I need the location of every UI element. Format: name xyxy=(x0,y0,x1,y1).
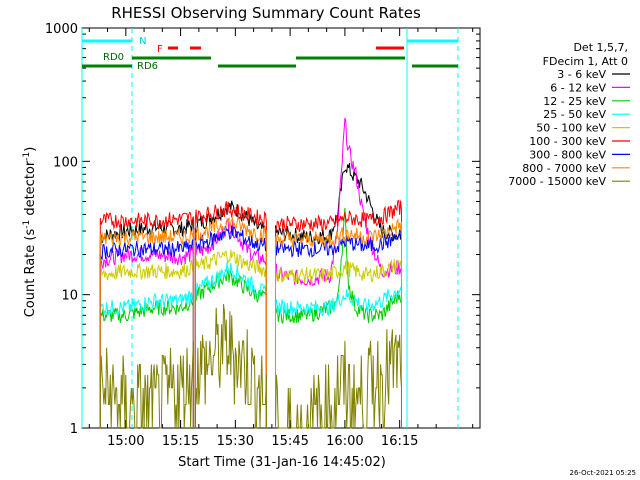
series-line-7000-15000keV xyxy=(99,340,194,429)
timestamp: 26-Oct-2021 05:25 xyxy=(570,469,636,477)
series-line-100-300keV xyxy=(194,201,267,428)
legend-label: 12 - 25 keV xyxy=(543,95,606,108)
series-line-12-25keV xyxy=(275,207,402,428)
y-tick-label: 1000 xyxy=(45,22,78,37)
x-tick-label: 16:00 xyxy=(326,434,363,449)
legend-label: 800 - 7000 keV xyxy=(522,162,606,175)
y-axis-label: Count Rate (s-1 detector-1) xyxy=(22,147,38,318)
night-label: N xyxy=(139,36,146,47)
series-line-300-800keV xyxy=(99,239,194,428)
y-tick-label: 1 xyxy=(70,422,78,437)
legend-label: 3 - 6 keV xyxy=(557,68,606,81)
axis-ticks: 1 10 100 1000 15:00 15:15 15:30 15:45 16:00 16:15 xyxy=(45,22,480,449)
series-line-25-50keV xyxy=(194,261,267,428)
chart-title: RHESSI Observing Summary Count Rates xyxy=(111,4,421,22)
rd6-label: RD6 xyxy=(137,61,158,72)
series-group xyxy=(99,117,402,429)
state-bars: N F RD0 RD6 xyxy=(81,28,459,428)
y-tick-label: 10 xyxy=(61,289,78,304)
flare-label: F xyxy=(157,44,163,55)
series-line-25-50keV xyxy=(275,286,402,428)
legend-header-2: FDecim 1, Att 0 xyxy=(543,55,628,68)
x-tick-label: 15:15 xyxy=(162,434,199,449)
series-line-3-6keV xyxy=(275,163,402,428)
series-line-100-300keV xyxy=(275,199,402,428)
x-tick-label: 16:15 xyxy=(381,434,418,449)
y-tick-label: 100 xyxy=(53,155,78,170)
series-line-7000-15000keV xyxy=(194,304,267,429)
series-line-50-100keV xyxy=(275,259,402,428)
x-axis-label: Start Time (31-Jan-16 14:45:02) xyxy=(178,455,386,470)
legend-label: 6 - 12 keV xyxy=(550,81,606,94)
series-line-300-800keV xyxy=(194,225,267,428)
x-tick-label: 15:30 xyxy=(217,434,254,449)
legend-header-1: Det 1,5,7, xyxy=(573,41,628,54)
legend-label: 300 - 800 keV xyxy=(529,148,606,161)
legend-label: 7000 - 15000 keV xyxy=(508,175,606,188)
series-line-25-50keV xyxy=(99,290,194,428)
series-line-100-300keV xyxy=(99,211,194,428)
series-line-12-25keV xyxy=(99,293,194,428)
x-tick-label: 15:45 xyxy=(271,434,308,449)
rd0-label: RD0 xyxy=(103,52,124,63)
legend-label: 100 - 300 keV xyxy=(529,135,606,148)
series-line-7000-15000keV xyxy=(275,329,402,429)
x-tick-label: 15:00 xyxy=(107,434,144,449)
legend-label: 50 - 100 keV xyxy=(536,122,606,135)
series-line-50-100keV xyxy=(194,249,267,428)
series-line-800-7000keV xyxy=(275,218,402,428)
series-line-50-100keV xyxy=(99,259,194,428)
series-line-6-12keV xyxy=(99,247,194,428)
legend-label: 25 - 50 keV xyxy=(543,108,606,121)
series-line-800-7000keV xyxy=(99,229,194,428)
series-line-800-7000keV xyxy=(194,216,267,428)
